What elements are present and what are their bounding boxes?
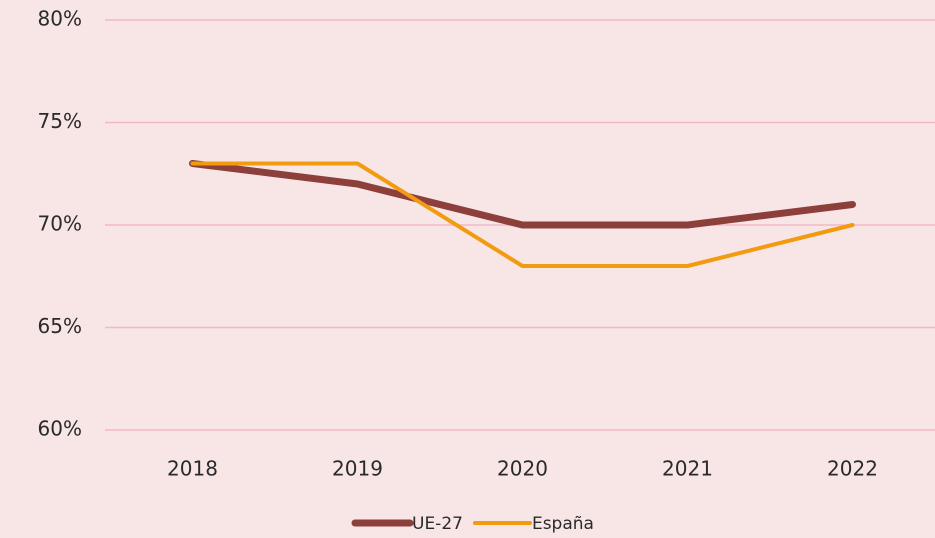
y-tick-label: 60% <box>38 417 82 441</box>
y-tick-label: 80% <box>38 7 82 31</box>
legend-label: España <box>532 514 594 534</box>
y-tick-label: 65% <box>38 314 82 338</box>
legend-label: UE-27 <box>412 514 463 534</box>
y-tick-label: 75% <box>38 109 82 133</box>
x-tick-label: 2018 <box>167 457 218 481</box>
x-tick-label: 2022 <box>827 457 878 481</box>
x-tick-label: 2021 <box>662 457 713 481</box>
series-line <box>189 160 856 229</box>
y-tick-label: 70% <box>38 212 82 236</box>
x-tick-label: 2019 <box>332 457 383 481</box>
series-line <box>190 161 855 268</box>
x-tick-label: 2020 <box>497 457 548 481</box>
